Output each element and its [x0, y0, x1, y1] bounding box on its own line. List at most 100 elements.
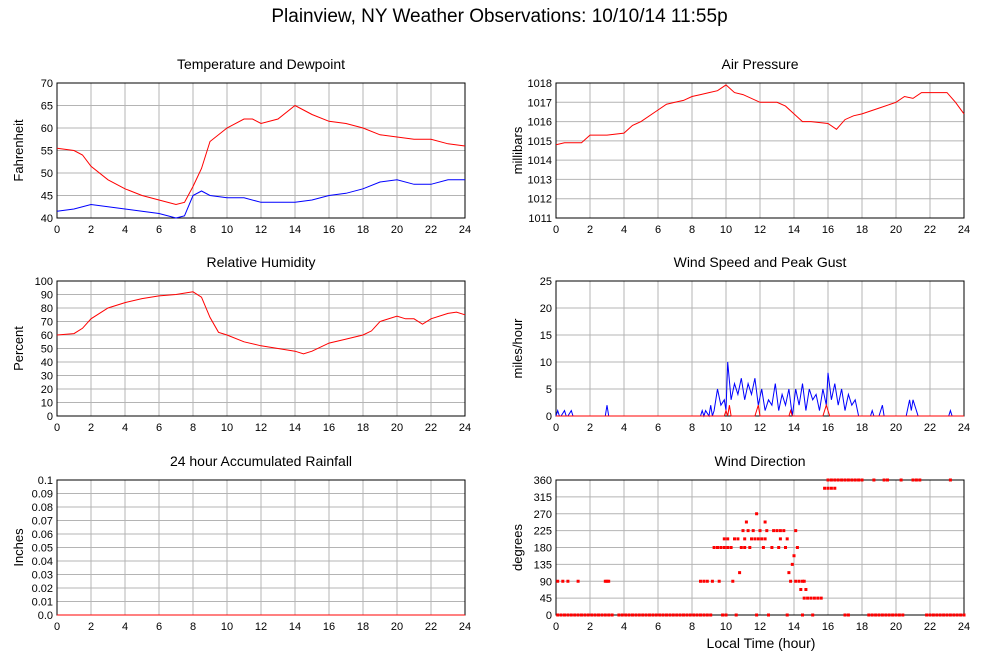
direction-data-point [603, 579, 607, 583]
direction-data-point [651, 613, 655, 617]
temp-y-tick-label: 45 [41, 191, 53, 203]
pressure-series-0-line [555, 84, 965, 146]
direction-data-point [959, 613, 963, 617]
direction-data-point [809, 596, 813, 600]
direction-data-point [654, 613, 658, 617]
direction-data-point [556, 613, 560, 617]
pressure-x-tick-label: 6 [655, 224, 661, 236]
direction-x-tick-label: 14 [788, 621, 800, 633]
direction-data-point [750, 537, 753, 541]
direction-x-tick-label: 2 [587, 621, 593, 633]
wind-y-axis-label: miles/hour [510, 318, 525, 379]
direction-data-point [705, 613, 709, 617]
direction-data-point [739, 546, 743, 549]
direction-data-point [829, 486, 833, 490]
wind-y-tick-label: 25 [540, 276, 552, 288]
direction-data-point [634, 613, 638, 617]
direction-data-point [767, 613, 770, 617]
direction-data-point [843, 613, 847, 617]
temp-x-tick-label: 22 [425, 224, 437, 236]
direction-data-point [603, 613, 607, 617]
direction-data-point [935, 613, 939, 617]
direction-data-point [811, 613, 815, 617]
direction-data-point [576, 613, 580, 617]
temp-series-0-line [56, 104, 466, 206]
humidity-chart-title: Relative Humidity [207, 254, 316, 270]
direction-data-point [833, 478, 837, 482]
direction-x-tick-label: 8 [689, 621, 695, 633]
humidity-x-tick-label: 14 [289, 422, 301, 434]
direction-x-tick-label: 24 [958, 621, 970, 633]
direction-data-point [884, 613, 888, 617]
direction-data-point [765, 529, 769, 533]
direction-data-point [695, 613, 699, 617]
pressure-y-tick-label: 1013 [528, 174, 552, 186]
rain-y-tick-label: 0.0 [38, 610, 53, 622]
pressure-y-tick-label: 1015 [528, 136, 552, 148]
wind-x-tick-label: 8 [689, 422, 695, 434]
direction-data-point [952, 613, 956, 617]
humidity-x-tick-label: 6 [156, 422, 162, 434]
humidity-x-tick-label: 10 [221, 422, 233, 434]
pressure-x-tick-label: 8 [689, 224, 695, 236]
direction-data-point [846, 613, 850, 617]
direction-data-point [661, 613, 665, 617]
direction-data-point [678, 613, 682, 617]
wind-y-tick-label: 10 [540, 357, 552, 369]
direction-data-point [569, 613, 573, 617]
direction-data-point [882, 478, 886, 482]
temp-x-tick-label: 0 [54, 224, 60, 236]
humidity-plot-border [56, 280, 466, 417]
temp-plot-border [56, 82, 466, 219]
direction-data-point [870, 613, 874, 617]
wind-x-tick-label: 12 [754, 422, 766, 434]
direction-data-point [709, 613, 713, 617]
pressure-plot-border [555, 82, 965, 219]
rain-x-tick-label: 20 [391, 621, 403, 633]
rain-x-tick-label: 10 [221, 621, 233, 633]
temp-chart-title: Temperature and Dewpoint [177, 56, 345, 72]
temp-x-tick-label: 8 [190, 224, 196, 236]
pressure-chart-title: Air Pressure [721, 56, 798, 72]
direction-data-point [790, 562, 794, 566]
direction-data-point [843, 478, 847, 482]
direction-data-point [719, 546, 723, 549]
direction-data-point [829, 478, 833, 482]
direction-data-point [792, 554, 796, 558]
rain-x-tick-label: 6 [156, 621, 162, 633]
temp-series-1-line [56, 179, 465, 219]
direction-data-point [802, 579, 806, 583]
direction-data-point [799, 588, 803, 591]
pressure-x-tick-label: 24 [958, 224, 970, 236]
direction-data-point [734, 613, 738, 617]
direction-data-point [748, 546, 752, 549]
direction-data-point [918, 478, 922, 482]
direction-y-tick-label: 0 [546, 610, 552, 622]
direction-y-tick-label: 135 [534, 559, 552, 571]
direction-data-point [607, 613, 611, 617]
direction-data-point [816, 596, 820, 600]
direction-data-point [770, 546, 774, 549]
humidity-y-tick-label: 20 [41, 384, 53, 396]
direction-data-point [760, 537, 764, 541]
direction-plot-border [555, 479, 965, 616]
rain-y-tick-label: 0.1 [38, 475, 53, 487]
rain-y-tick-label: 0.09 [32, 489, 53, 501]
direction-data-point [702, 613, 706, 617]
humidity-y-axis-label: Percent [11, 326, 26, 371]
temp-x-tick-label: 2 [88, 224, 94, 236]
direction-data-point [605, 579, 609, 583]
direction-data-point [583, 613, 587, 617]
temp-x-tick-label: 4 [122, 224, 128, 236]
wind-y-tick-label: 20 [540, 303, 552, 315]
rain-x-tick-label: 12 [255, 621, 267, 633]
rain-y-tick-label: 0.02 [32, 583, 53, 595]
wind-x-tick-label: 24 [958, 422, 970, 434]
direction-data-point [785, 537, 789, 541]
direction-data-point [726, 546, 730, 549]
direction-data-point [744, 520, 748, 524]
